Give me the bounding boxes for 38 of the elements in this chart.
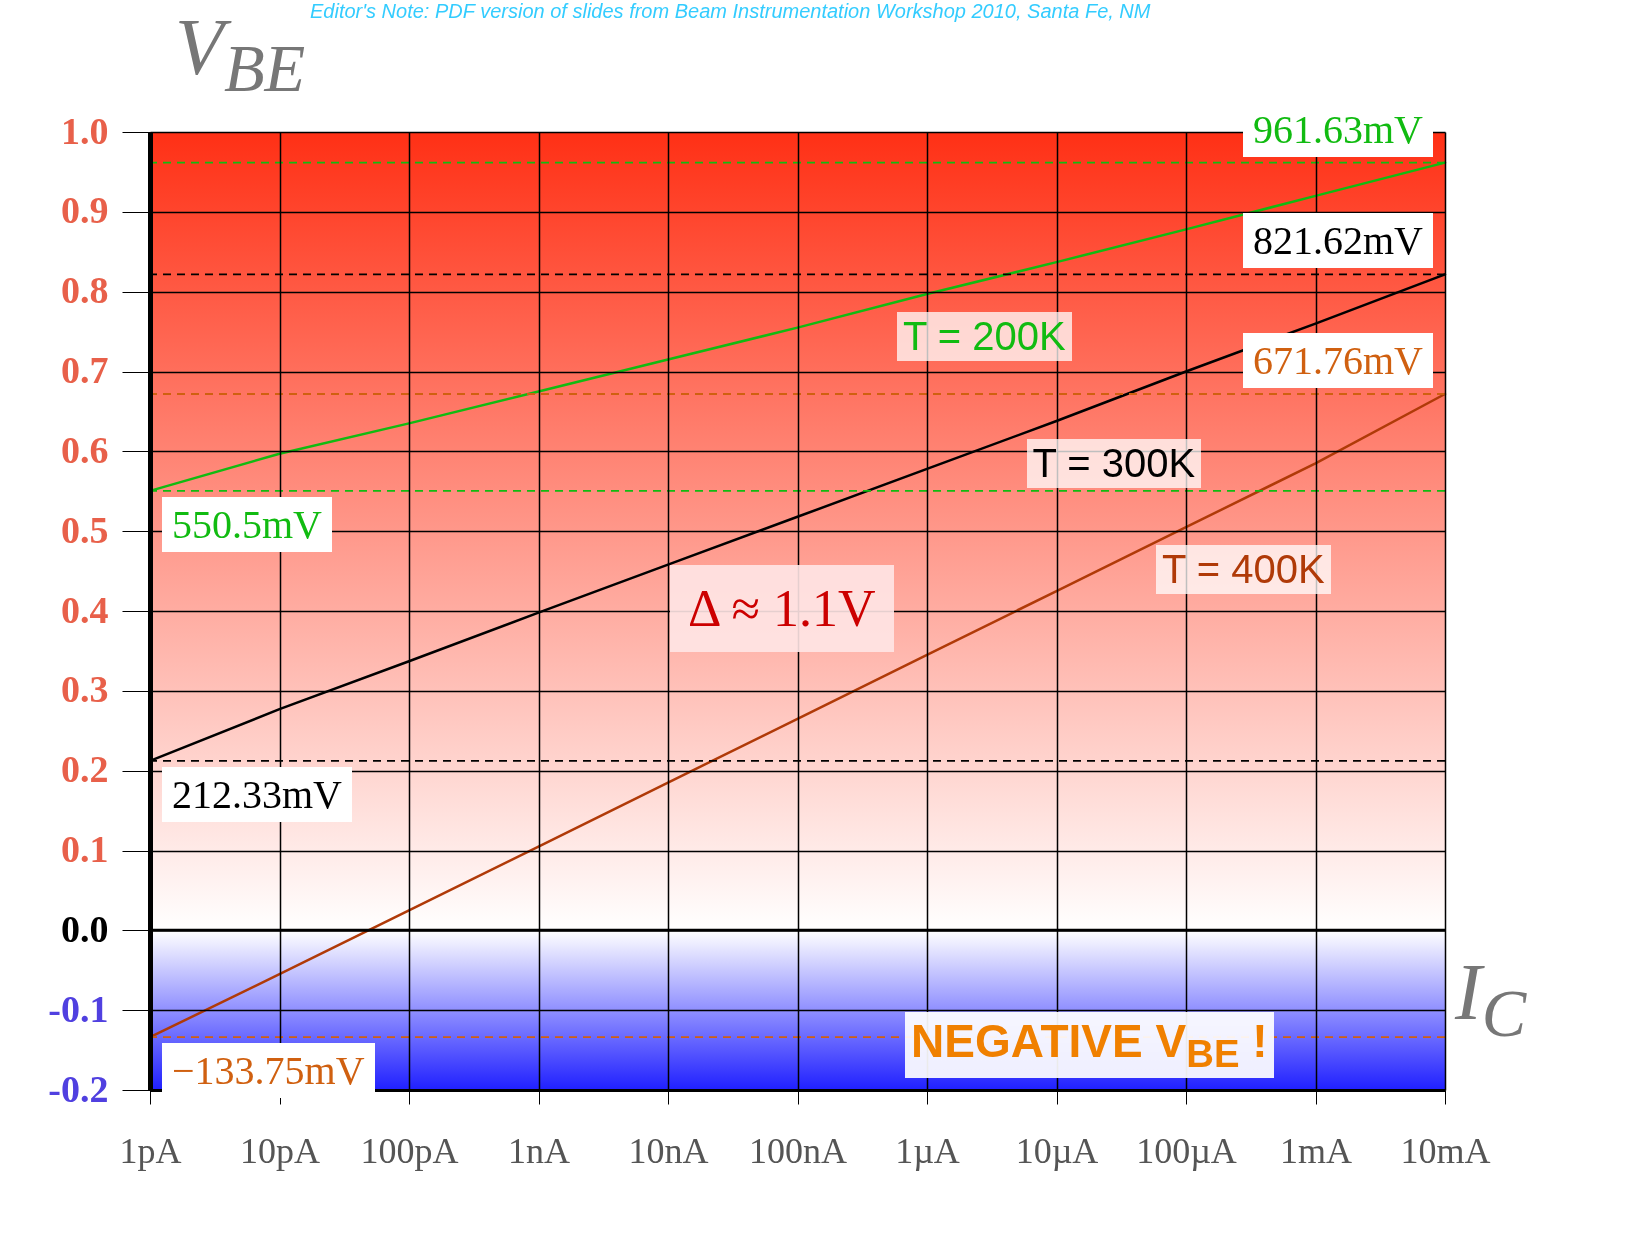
- y-tick-label: 0.1: [61, 828, 109, 870]
- y-axis-title: V$_{BE}$: [175, 2, 306, 107]
- x-axis-title: I$_{C}$: [1455, 947, 1527, 1052]
- annotation: 961.63mV: [1243, 101, 1433, 157]
- y-tick-label: 0.0: [61, 907, 109, 950]
- x-tick-label: 100pA: [360, 1130, 459, 1171]
- x-tick-label: 100µA: [1136, 1130, 1237, 1171]
- y-tick-label: 0.7: [61, 349, 109, 391]
- x-tick-label: 1pA: [119, 1130, 182, 1171]
- x-tick-label: 10µA: [1015, 1130, 1099, 1171]
- annotation: 212.33mV: [162, 766, 352, 822]
- x-tick-label: 10pA: [240, 1130, 320, 1171]
- annotation: 821.62mV: [1243, 213, 1433, 269]
- y-tick-label: -0.2: [48, 1067, 109, 1110]
- x-tick-label: 1mA: [1280, 1130, 1352, 1171]
- x-tick-label: 1µA: [895, 1130, 960, 1171]
- y-tick-label: 0.6: [61, 428, 109, 471]
- annotation: NEGATIVE V$_{BE}$ !: [905, 1012, 1274, 1079]
- x-tick-label: 10mA: [1400, 1130, 1491, 1171]
- y-tick-label: 0.4: [61, 588, 109, 631]
- series-label: T = 400K: [1156, 545, 1331, 595]
- y-tick-label: 0.3: [61, 668, 109, 711]
- y-tick-label: 0.8: [61, 269, 109, 312]
- y-tick-label: 0.2: [61, 748, 109, 791]
- x-tick-label: 100nA: [749, 1130, 847, 1171]
- y-tick-label: 1.0: [61, 109, 109, 152]
- annotation: 550.5mV: [162, 496, 332, 552]
- x-tick-label: 10nA: [628, 1130, 709, 1171]
- annotation: Δ ≈ 1.1V: [670, 565, 894, 652]
- series-label: T = 200K: [897, 312, 1072, 362]
- annotation: −133.75mV: [162, 1043, 375, 1099]
- y-tick-label: -0.1: [48, 987, 109, 1030]
- y-tick-label: 0.5: [61, 508, 109, 551]
- annotation: 671.76mV: [1243, 333, 1433, 388]
- y-tick-label: 0.9: [61, 189, 109, 232]
- text: Editor's Note: PDF version of slides from Beam Instrumentation Workshop 2010, Santa Fe, NM: [310, 0, 1151, 23]
- series-label: T = 300K: [1026, 438, 1202, 488]
- x-tick-label: 1nA: [508, 1130, 570, 1171]
